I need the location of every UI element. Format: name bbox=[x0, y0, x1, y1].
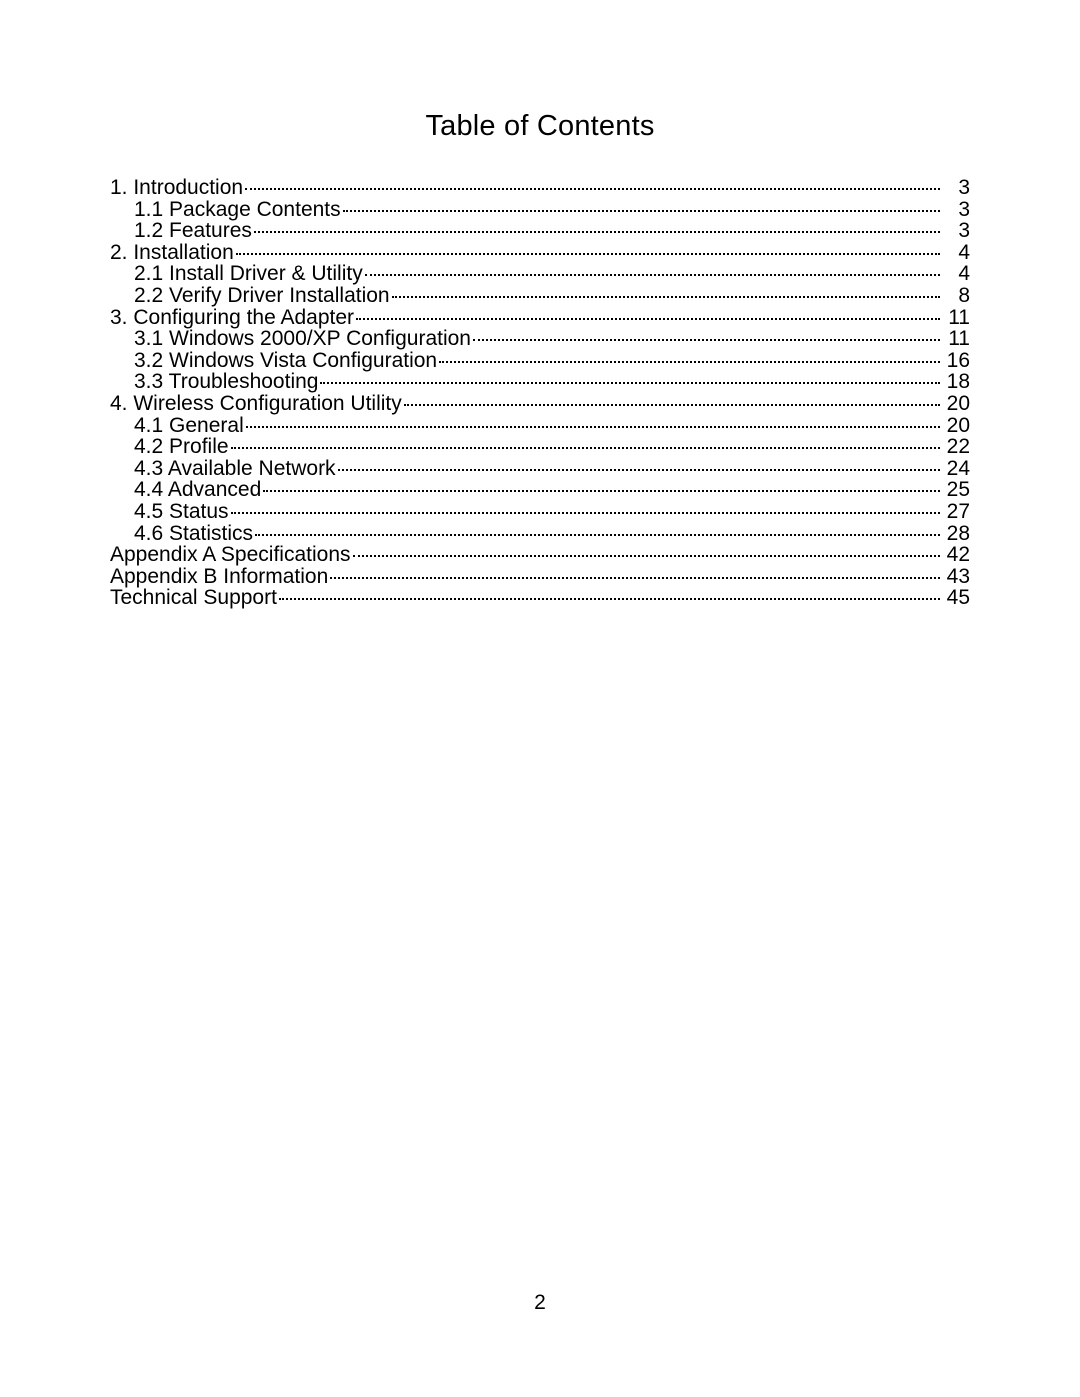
toc-entry-label: 1.2 Features bbox=[134, 220, 252, 241]
toc-entry-page: 25 bbox=[942, 479, 970, 500]
toc-entry-label: 4.6 Statistics bbox=[134, 523, 253, 544]
toc-entry-page: 3 bbox=[942, 199, 970, 220]
toc-leader-dots bbox=[254, 231, 940, 233]
toc-leader-dots bbox=[246, 426, 940, 428]
toc-entry-page: 8 bbox=[942, 285, 970, 306]
toc-entry-page: 3 bbox=[942, 177, 970, 198]
toc-entry-page: 4 bbox=[942, 263, 970, 284]
toc-entry-label: Technical Support bbox=[110, 587, 277, 608]
toc-leader-dots bbox=[231, 447, 940, 449]
toc-entry-label: 4.1 General bbox=[134, 415, 244, 436]
table-of-contents: 1. Introduction31.1 Package Contents31.2… bbox=[110, 177, 970, 608]
toc-entry-label: 1.1 Package Contents bbox=[134, 199, 341, 220]
toc-leader-dots bbox=[263, 490, 940, 492]
toc-entry-label: 3. Configuring the Adapter bbox=[110, 307, 354, 328]
toc-entry: 4.5 Status 27 bbox=[110, 501, 970, 522]
toc-entry-page: 27 bbox=[942, 501, 970, 522]
toc-leader-dots bbox=[343, 210, 940, 212]
toc-leader-dots bbox=[245, 188, 940, 190]
toc-leader-dots bbox=[404, 404, 940, 406]
toc-entry-label: 3.2 Windows Vista Configuration bbox=[134, 350, 437, 371]
toc-entry: 1.1 Package Contents 3 bbox=[110, 199, 970, 220]
toc-entry-page: 11 bbox=[942, 328, 970, 349]
toc-leader-dots bbox=[320, 382, 940, 384]
toc-leader-dots bbox=[365, 274, 940, 276]
toc-entry-page: 16 bbox=[942, 350, 970, 371]
toc-entry-label: 4.5 Status bbox=[134, 501, 229, 522]
toc-entry-label: 4. Wireless Configuration Utility bbox=[110, 393, 402, 414]
toc-entry-label: 2.1 Install Driver & Utility bbox=[134, 263, 363, 284]
toc-entry-page: 24 bbox=[942, 458, 970, 479]
toc-entry: Appendix A Specifications 42 bbox=[110, 544, 970, 565]
toc-entry-page: 28 bbox=[942, 523, 970, 544]
toc-entry-page: 20 bbox=[942, 393, 970, 414]
toc-leader-dots bbox=[439, 361, 940, 363]
page-number: 2 bbox=[0, 1291, 1080, 1315]
toc-entry-label: 3.1 Windows 2000/XP Configuration bbox=[134, 328, 471, 349]
toc-entry: 4. Wireless Configuration Utility 20 bbox=[110, 393, 970, 414]
toc-entry-label: 4.4 Advanced bbox=[134, 479, 261, 500]
toc-entry-page: 3 bbox=[942, 220, 970, 241]
toc-entry: 4.1 General 20 bbox=[110, 415, 970, 436]
toc-entry-label: 4.2 Profile bbox=[134, 436, 229, 457]
toc-entry-page: 20 bbox=[942, 415, 970, 436]
toc-leader-dots bbox=[236, 253, 940, 255]
toc-leader-dots bbox=[338, 469, 940, 471]
toc-entry-page: 45 bbox=[942, 587, 970, 608]
toc-entry: 2.2 Verify Driver Installation 8 bbox=[110, 285, 970, 306]
document-page: Table of Contents 1. Introduction31.1 Pa… bbox=[0, 0, 1080, 1397]
toc-entry: 3. Configuring the Adapter 11 bbox=[110, 307, 970, 328]
toc-leader-dots bbox=[279, 598, 940, 600]
toc-entry: 4.2 Profile 22 bbox=[110, 436, 970, 457]
toc-entry-label: Appendix A Specifications bbox=[110, 544, 351, 565]
toc-entry-label: 1. Introduction bbox=[110, 177, 243, 198]
toc-leader-dots bbox=[473, 339, 940, 341]
toc-entry: 2. Installation 4 bbox=[110, 242, 970, 263]
toc-entry-label: Appendix B Information bbox=[110, 566, 328, 587]
toc-entry-page: 4 bbox=[942, 242, 970, 263]
toc-entry: 3.2 Windows Vista Configuration 16 bbox=[110, 350, 970, 371]
toc-entry-label: 2.2 Verify Driver Installation bbox=[134, 285, 390, 306]
toc-entry: 2.1 Install Driver & Utility 4 bbox=[110, 263, 970, 284]
toc-entry-label: 2. Installation bbox=[110, 242, 234, 263]
toc-entry: 4.6 Statistics 28 bbox=[110, 523, 970, 544]
toc-entry-page: 18 bbox=[942, 371, 970, 392]
toc-entry: Technical Support 45 bbox=[110, 587, 970, 608]
toc-leader-dots bbox=[353, 555, 941, 557]
toc-entry: Appendix B Information 43 bbox=[110, 566, 970, 587]
toc-entry: 3.3 Troubleshooting 18 bbox=[110, 371, 970, 392]
toc-entry-page: 43 bbox=[942, 566, 970, 587]
toc-leader-dots bbox=[356, 318, 940, 320]
toc-entry: 4.4 Advanced 25 bbox=[110, 479, 970, 500]
toc-leader-dots bbox=[231, 512, 940, 514]
toc-entry-page: 22 bbox=[942, 436, 970, 457]
toc-leader-dots bbox=[255, 534, 940, 536]
toc-entry-page: 42 bbox=[942, 544, 970, 565]
toc-entry-page: 11 bbox=[942, 307, 970, 328]
toc-entry: 1.2 Features 3 bbox=[110, 220, 970, 241]
toc-entry-label: 4.3 Available Network bbox=[134, 458, 336, 479]
toc-entry: 1. Introduction 3 bbox=[110, 177, 970, 198]
toc-entry: 3.1 Windows 2000/XP Configuration 11 bbox=[110, 328, 970, 349]
toc-entry-label: 3.3 Troubleshooting bbox=[134, 371, 318, 392]
toc-leader-dots bbox=[330, 577, 940, 579]
toc-leader-dots bbox=[392, 296, 940, 298]
page-title: Table of Contents bbox=[110, 110, 970, 143]
toc-entry: 4.3 Available Network 24 bbox=[110, 458, 970, 479]
